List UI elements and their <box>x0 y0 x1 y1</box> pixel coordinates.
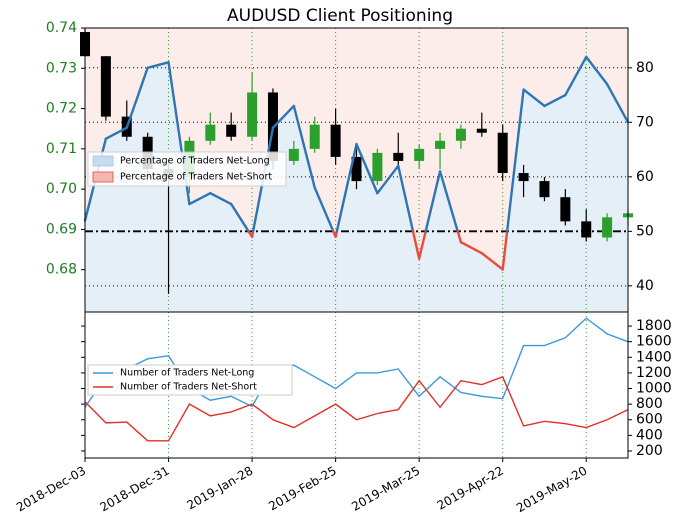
x-tick-label: 2019-May-20 <box>514 464 589 516</box>
y-tick-label: 0.68 <box>46 262 77 278</box>
y-tick-label: 0.71 <box>46 141 77 157</box>
chart-title: AUDUSD Client Positioning <box>227 6 453 26</box>
percent-line <box>456 230 463 244</box>
candle-body <box>309 124 320 149</box>
percent-line <box>411 230 421 260</box>
percent-line <box>564 55 588 97</box>
y-tick-label: 1400 <box>636 349 672 365</box>
candle-body <box>414 148 425 161</box>
candle-body <box>497 132 508 174</box>
y2-tick-label: 70 <box>636 114 654 130</box>
percent-line <box>292 104 316 189</box>
candle-body <box>560 197 571 222</box>
y-tick-label: 0.73 <box>46 60 77 76</box>
legend-swatch <box>92 171 114 183</box>
percent-line <box>522 88 546 108</box>
candle-body <box>602 217 613 238</box>
percent-line <box>229 202 250 233</box>
y2-tick-label: 80 <box>636 60 654 76</box>
y2-tick-label: 60 <box>636 169 654 185</box>
legend-label: Percentage of Traders Net-Long <box>120 156 270 167</box>
percent-line <box>313 186 335 233</box>
x-tick-label: 2019-Mar-25 <box>349 464 422 514</box>
percent-line <box>585 55 609 86</box>
y-tick-label: 400 <box>636 427 663 443</box>
percent-line <box>501 230 509 271</box>
percent-line <box>125 66 149 129</box>
percent-line <box>271 104 296 129</box>
y2-tick-label: 50 <box>636 223 654 239</box>
x-tick-label: 2018-Dec-03 <box>14 464 88 515</box>
percent-line <box>209 191 233 206</box>
y-tick-label: 800 <box>636 396 663 412</box>
candle-body <box>288 148 299 161</box>
x-tick-label: 2019-Apr-22 <box>435 464 506 513</box>
percent-line <box>459 241 484 255</box>
candle-body <box>205 124 216 141</box>
candle-body <box>476 128 487 133</box>
percent-line <box>355 142 379 195</box>
percent-line <box>146 61 170 69</box>
percent-line <box>505 88 525 233</box>
y-tick-label: 1600 <box>636 334 672 350</box>
candle-body <box>330 124 341 157</box>
candle-body <box>518 173 529 182</box>
candle-body <box>372 152 383 182</box>
y-tick-label: 600 <box>636 412 663 428</box>
candle-body <box>226 124 237 137</box>
y-tick-label: 0.74 <box>46 20 77 36</box>
legend-label: Number of Traders Net-Long <box>120 368 254 379</box>
y-tick-label: 200 <box>636 443 663 459</box>
legend-swatch <box>92 155 114 167</box>
candle-body <box>435 140 446 149</box>
y-tick-label: 1800 <box>636 318 672 334</box>
candle-body <box>247 92 258 137</box>
y-tick-label: 0.70 <box>46 181 77 197</box>
candle-body <box>393 152 404 161</box>
percent-line <box>424 170 442 233</box>
percent-line <box>417 230 427 260</box>
y-tick-label: 0.72 <box>46 101 77 117</box>
percent-line <box>543 93 567 108</box>
x-tick-label: 2019-Feb-25 <box>266 464 339 514</box>
legend-label: Number of Traders Net-Short <box>120 382 257 393</box>
series-line <box>84 375 629 442</box>
legend-label: Percentage of Traders Net-Short <box>120 172 272 183</box>
legend-box <box>87 151 287 187</box>
percent-line <box>480 251 504 271</box>
percent-line <box>335 142 358 233</box>
x-tick-label: 2018-Dec-31 <box>97 464 171 515</box>
candle-body <box>351 156 362 182</box>
y-tick-label: 0.69 <box>46 221 77 237</box>
percent-area-short <box>85 28 628 270</box>
percent-line <box>104 126 128 140</box>
percent-line <box>376 164 400 195</box>
percent-line <box>438 170 459 233</box>
y-tick-label: 1200 <box>636 365 672 381</box>
percent-line <box>397 164 415 233</box>
x-tick-label: 2019-Jan-28 <box>185 464 256 513</box>
legend-box <box>87 364 293 396</box>
candle-body <box>455 128 466 141</box>
candle-body <box>581 221 592 238</box>
y2-tick-label: 40 <box>636 278 654 294</box>
percent-line <box>605 82 630 124</box>
candle-body <box>100 56 111 117</box>
percent-line <box>188 191 212 206</box>
panel-frame <box>84 311 629 459</box>
y-tick-label: 1000 <box>636 381 672 397</box>
candle-body <box>539 181 550 198</box>
